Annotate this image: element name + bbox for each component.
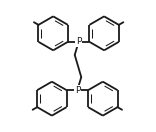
Text: P: P [76,37,81,46]
Text: P: P [75,86,80,95]
